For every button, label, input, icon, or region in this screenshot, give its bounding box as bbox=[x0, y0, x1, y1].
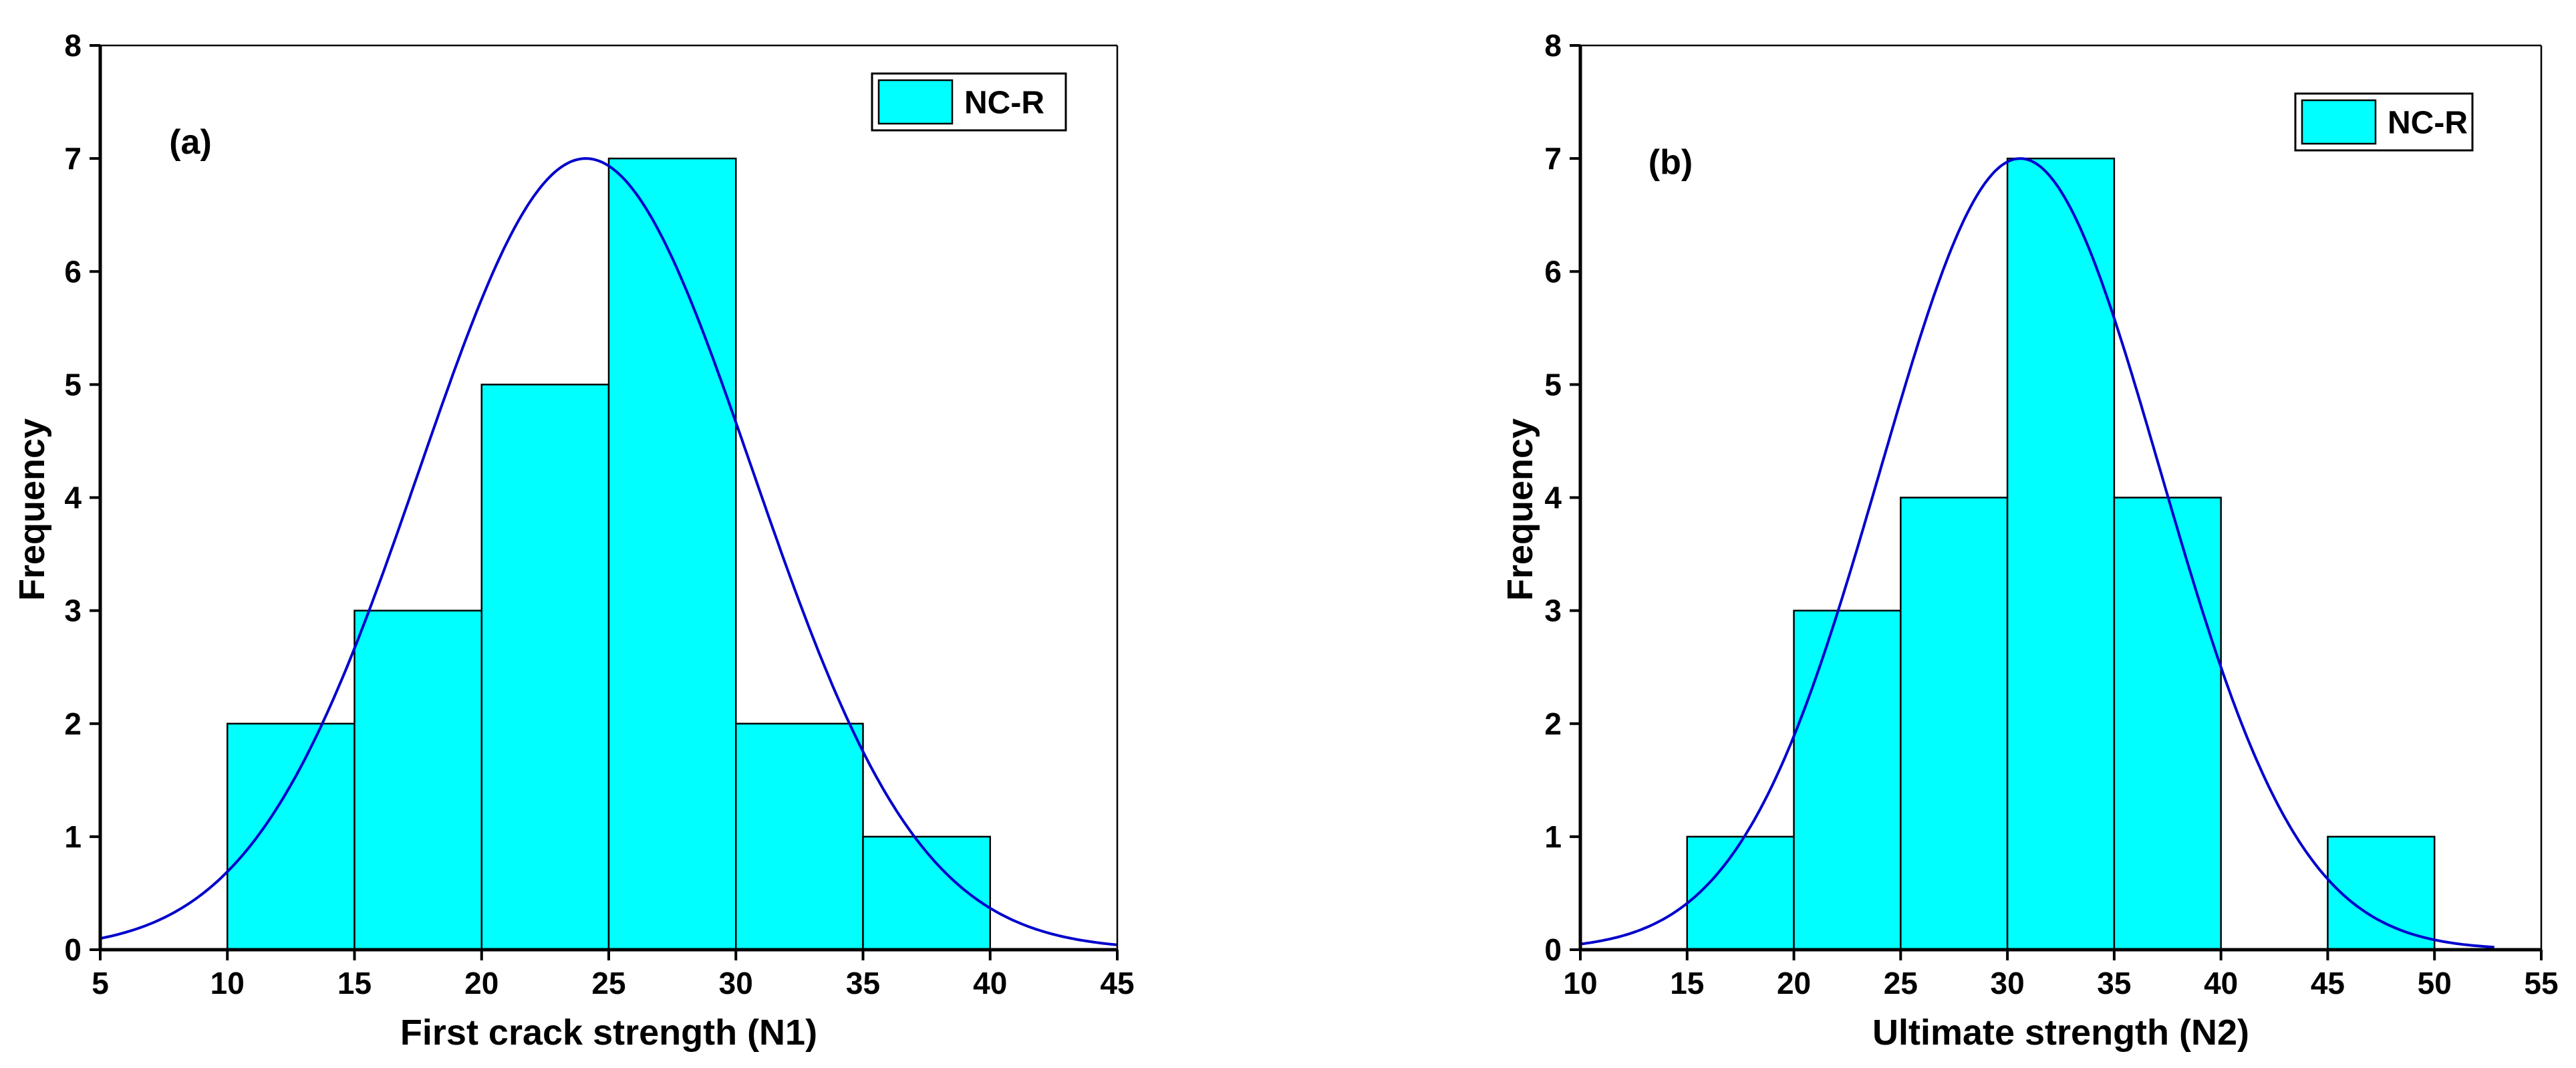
legend-swatch bbox=[877, 79, 954, 125]
histogram-bar bbox=[607, 157, 737, 951]
panel-label: (a) bbox=[169, 123, 212, 162]
x-tick-label: 40 bbox=[2204, 966, 2238, 1000]
y-tick-label: 8 bbox=[1544, 28, 1562, 63]
x-tick-label: 25 bbox=[591, 966, 625, 1000]
histogram-bar bbox=[1900, 497, 2009, 951]
legend-label: NC-R bbox=[964, 86, 1044, 121]
x-tick-label: 10 bbox=[1563, 966, 1597, 1000]
x-tick-label: 5 bbox=[92, 966, 109, 1000]
y-tick-label: 7 bbox=[1544, 141, 1562, 176]
x-tick-label: 55 bbox=[2524, 966, 2558, 1000]
y-tick-label: 5 bbox=[1544, 367, 1562, 402]
y-tick-label: 4 bbox=[1544, 481, 1562, 515]
x-tick-label: 45 bbox=[2311, 966, 2345, 1000]
x-tick-label: 50 bbox=[2418, 966, 2452, 1000]
y-tick-label: 2 bbox=[1544, 706, 1562, 741]
histogram-bar bbox=[1793, 610, 1902, 951]
histogram-bar bbox=[480, 384, 610, 951]
y-tick-label: 4 bbox=[64, 481, 82, 515]
y-tick-label: 1 bbox=[64, 819, 82, 854]
y-tick-label: 8 bbox=[64, 28, 82, 63]
x-tick-label: 30 bbox=[1991, 966, 2025, 1000]
x-tick-label: 25 bbox=[1884, 966, 1918, 1000]
x-tick-label: 35 bbox=[2097, 966, 2131, 1000]
histogram-bar bbox=[1686, 835, 1795, 951]
y-tick-label: 0 bbox=[64, 932, 82, 967]
histogram-bar bbox=[2327, 835, 2436, 951]
histogram-bar bbox=[735, 722, 864, 951]
x-tick-label: 15 bbox=[1670, 966, 1704, 1000]
y-tick-label: 6 bbox=[64, 254, 82, 289]
legend-label: NC-R bbox=[2388, 106, 2468, 141]
x-axis-title: Ultimate strength (N2) bbox=[1872, 1013, 2249, 1053]
y-tick-label: 5 bbox=[64, 367, 82, 402]
x-tick-label: 35 bbox=[846, 966, 880, 1000]
x-tick-label: 45 bbox=[1100, 966, 1134, 1000]
x-tick-label: 30 bbox=[719, 966, 753, 1000]
legend: NC-R bbox=[871, 72, 1067, 132]
histogram-bar bbox=[353, 610, 482, 951]
x-tick-label: 10 bbox=[210, 966, 245, 1000]
legend: NC-R bbox=[2294, 92, 2474, 152]
x-tick-label: 20 bbox=[1777, 966, 1811, 1000]
histogram-bar bbox=[2113, 497, 2222, 951]
x-axis-title: First crack strength (N1) bbox=[400, 1013, 817, 1053]
y-tick-label: 1 bbox=[1544, 819, 1562, 854]
histogram-bar bbox=[2006, 157, 2116, 951]
y-tick-label: 3 bbox=[1544, 593, 1562, 628]
y-tick-label: 7 bbox=[64, 141, 82, 176]
y-tick-label: 2 bbox=[64, 706, 82, 741]
y-axis-title: Frequency bbox=[1500, 418, 1540, 601]
normal-fit-curve bbox=[100, 157, 1118, 946]
legend-swatch bbox=[2301, 99, 2377, 145]
x-tick-label: 15 bbox=[337, 966, 372, 1000]
y-tick-label: 0 bbox=[1544, 932, 1562, 967]
panel-label: (b) bbox=[1649, 143, 1693, 182]
x-tick-label: 20 bbox=[464, 966, 498, 1000]
y-tick-label: 6 bbox=[1544, 254, 1562, 289]
normal-fit-curve bbox=[1580, 157, 2494, 949]
histogram-bar bbox=[227, 722, 355, 951]
y-axis-title: Frequency bbox=[12, 418, 52, 601]
x-tick-label: 40 bbox=[973, 966, 1007, 1000]
y-tick-label: 3 bbox=[64, 593, 82, 628]
